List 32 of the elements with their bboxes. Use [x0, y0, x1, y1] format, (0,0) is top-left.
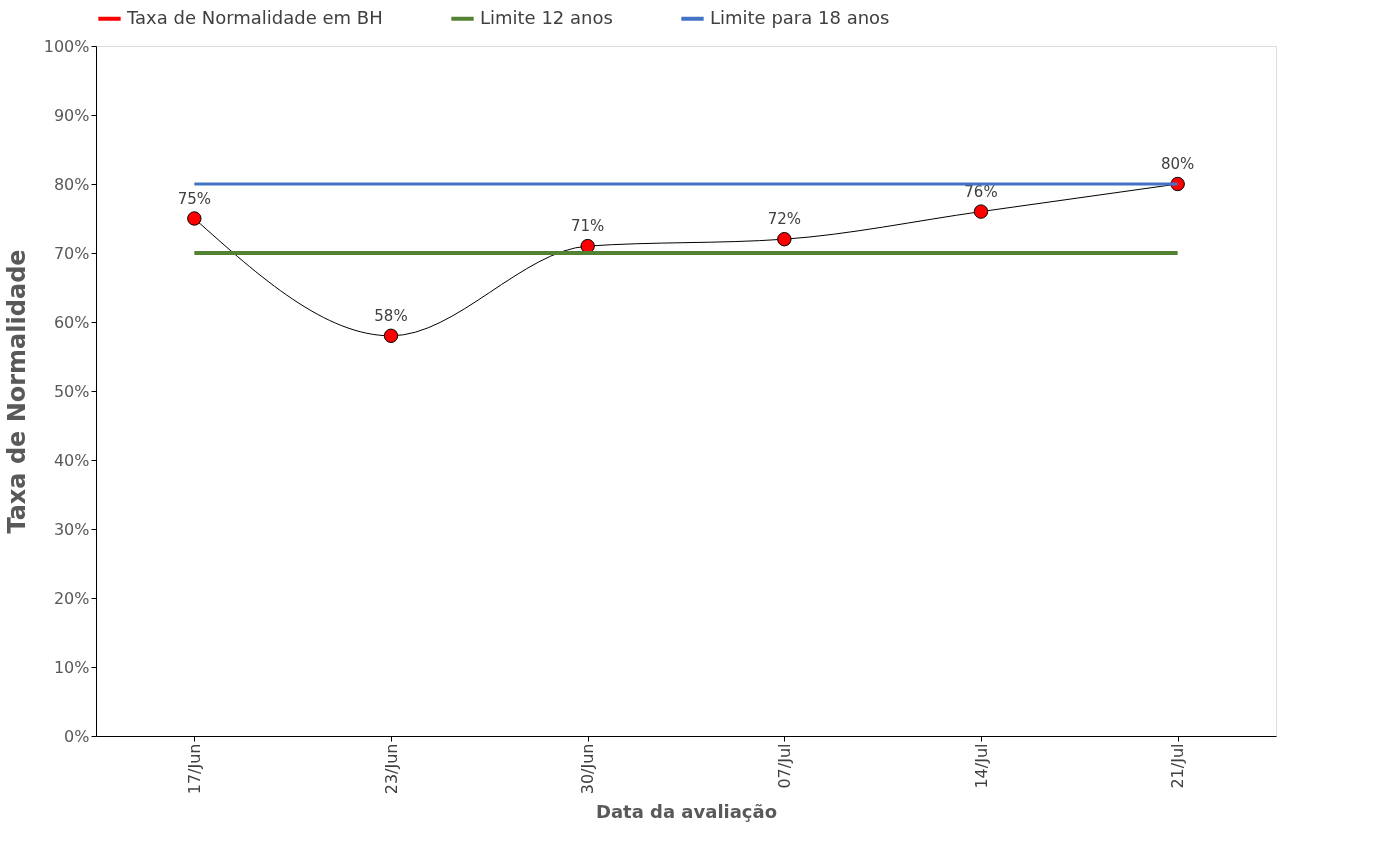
x-tick-label: 07/Jul	[774, 743, 794, 789]
y-tick-label: 70%	[53, 243, 90, 263]
point	[973, 204, 989, 219]
data-label: 75%	[177, 189, 212, 208]
data-label: 72%	[767, 210, 802, 229]
point	[777, 232, 792, 247]
y-tick-label: 100%	[43, 36, 90, 56]
y-tick-label: 50%	[53, 381, 90, 401]
y-tick-label: 30%	[53, 519, 90, 539]
x-tick-label: 23/Jun	[381, 743, 401, 795]
x-tick-label: 21/Jul	[1168, 743, 1188, 789]
y-tick-label: 10%	[53, 657, 90, 677]
y-axis-title: Taxa de Normalidade	[2, 249, 31, 534]
legend-label: Limite para 18 anos	[710, 6, 890, 28]
x-tick-label: 30/Jun	[578, 743, 598, 795]
y-tick-label: 80%	[53, 174, 90, 194]
data-label: 71%	[570, 217, 605, 236]
data-label: 80%	[1160, 155, 1195, 173]
x-tick-label: 14/Jul	[971, 743, 991, 789]
legend-label: Limite 12 anos	[480, 6, 613, 28]
y-tick-label: 90%	[53, 105, 90, 125]
point	[187, 211, 202, 226]
data-label: 76%	[964, 182, 998, 201]
y-tick-label: 60%	[53, 312, 90, 332]
y-tick-label: 40%	[53, 450, 90, 470]
data-label: 58%	[374, 306, 408, 325]
legend-label: Taxa de Normalidade em BH	[126, 6, 383, 28]
x-tick-label: 17/Jun	[184, 743, 204, 795]
y-tick-label: 20%	[53, 588, 90, 608]
point	[383, 328, 399, 343]
x-axis-title: Data da avaliação	[595, 801, 778, 823]
y-tick-label: 0%	[64, 726, 90, 746]
